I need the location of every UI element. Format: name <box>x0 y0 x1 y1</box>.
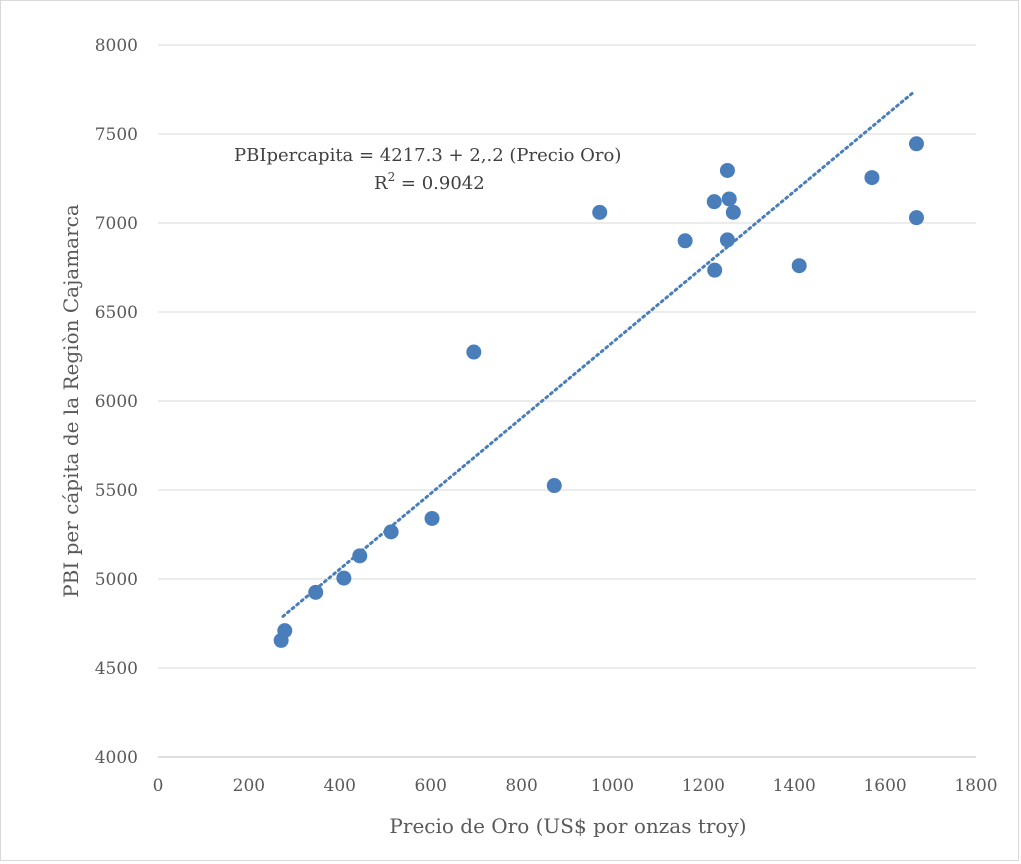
x-tick-label: 600 <box>414 776 446 796</box>
data-point <box>466 345 481 360</box>
data-point <box>792 258 807 273</box>
data-point <box>336 571 351 586</box>
x-axis-title: Precio de Oro (US$ por onzas troy) <box>389 814 746 838</box>
y-axis-title: PBI per cápita de la Regiòn Cajamarca <box>59 204 83 598</box>
x-tick-label: 800 <box>505 776 537 796</box>
data-point <box>722 191 737 206</box>
y-tick-label: 5000 <box>95 570 138 590</box>
r2-superscript: 2 <box>388 170 396 184</box>
gridlines <box>158 45 976 668</box>
x-tick-label: 200 <box>233 776 265 796</box>
data-point <box>864 170 879 185</box>
data-point <box>720 232 735 247</box>
data-point <box>547 478 562 493</box>
data-point <box>707 194 722 209</box>
data-point <box>592 205 607 220</box>
x-tick-labels: 0 200 400 600 800 1000 1200 1400 1600 1800 <box>153 776 998 796</box>
r2-label: R2 = 0.9042 <box>374 170 485 194</box>
x-tick-label: 0 <box>153 776 164 796</box>
data-point <box>909 136 924 151</box>
r2-value: = 0.9042 <box>395 173 485 194</box>
data-point <box>678 233 693 248</box>
data-point <box>425 511 440 526</box>
x-tick-label: 1200 <box>682 776 725 796</box>
x-tick-label: 1000 <box>591 776 634 796</box>
y-tick-label: 8000 <box>95 36 138 56</box>
trendline <box>283 91 915 616</box>
y-tick-label: 6000 <box>95 392 138 412</box>
r2-prefix: R <box>374 173 388 194</box>
data-points <box>274 136 924 648</box>
data-point <box>909 210 924 225</box>
x-tick-label: 1400 <box>773 776 816 796</box>
data-point <box>384 524 399 539</box>
y-tick-label: 7500 <box>95 125 138 145</box>
y-tick-labels: 4000 4500 5000 5500 6000 6500 7000 7500 8000 <box>95 36 138 768</box>
y-tick-label: 7000 <box>95 214 138 234</box>
y-tick-label: 6500 <box>95 303 138 323</box>
y-tick-label: 5500 <box>95 481 138 501</box>
x-tick-label: 1600 <box>863 776 906 796</box>
data-point <box>277 623 292 638</box>
x-tick-label: 400 <box>324 776 356 796</box>
equation-label: PBIpercapita = 4217.3 + 2,.2 (Precio Oro… <box>234 145 621 166</box>
data-point <box>707 263 722 278</box>
data-point <box>726 205 741 220</box>
y-tick-label: 4000 <box>95 748 138 768</box>
y-tick-label: 4500 <box>95 659 138 679</box>
x-tick-label: 1800 <box>954 776 997 796</box>
data-point <box>720 163 735 178</box>
data-point <box>352 548 367 563</box>
data-point <box>308 585 323 600</box>
